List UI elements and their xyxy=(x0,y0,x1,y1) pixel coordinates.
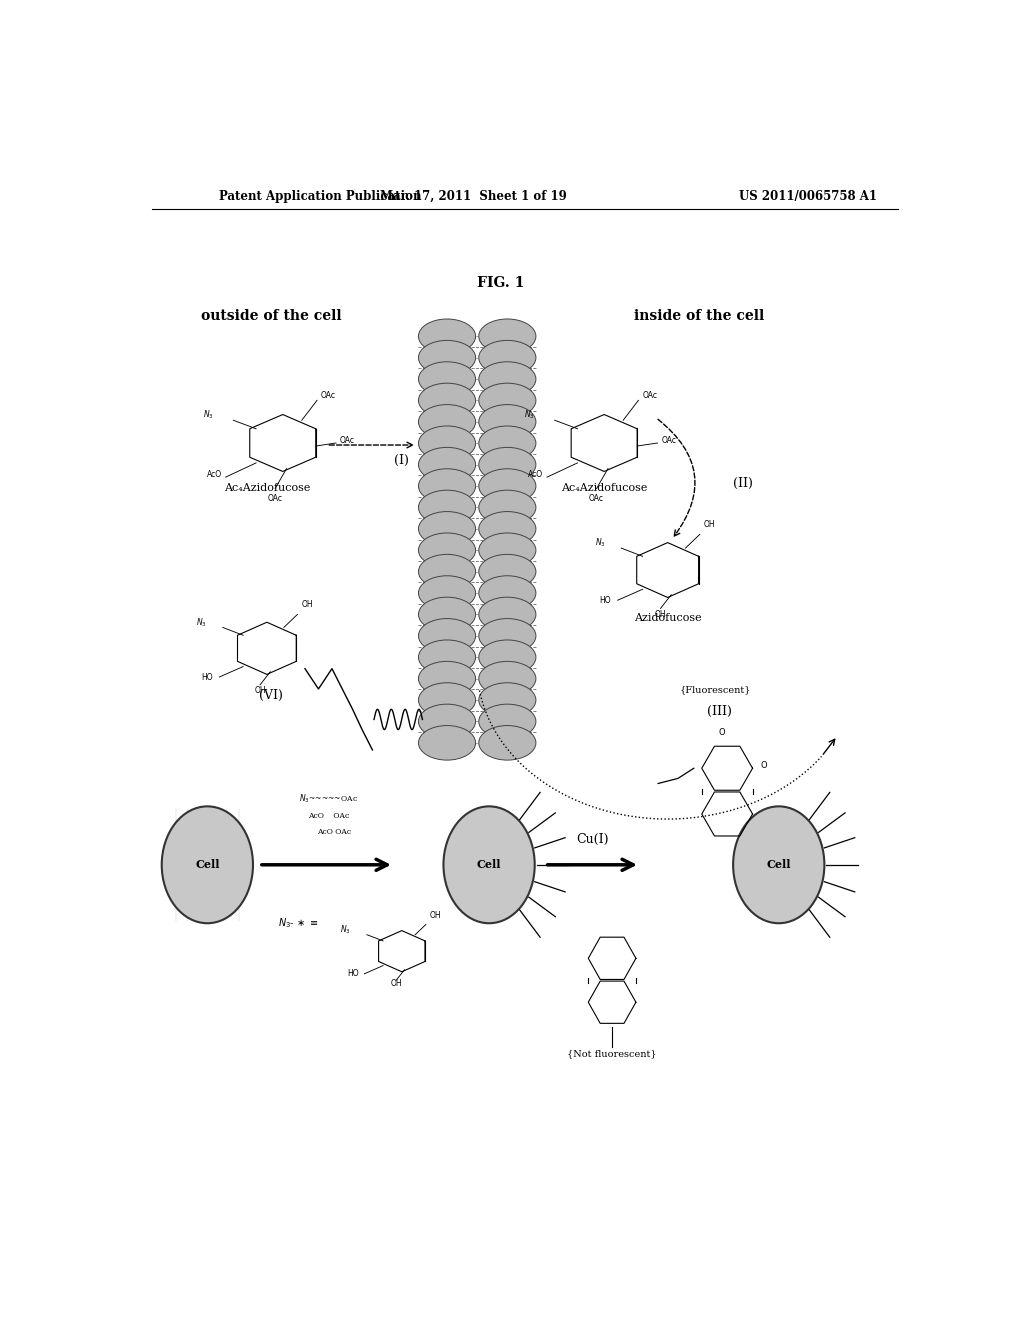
Ellipse shape xyxy=(419,383,475,417)
Text: OH: OH xyxy=(430,911,441,920)
Text: $N_3$: $N_3$ xyxy=(203,409,213,421)
Ellipse shape xyxy=(479,490,536,525)
Text: Ac₄Azidofucose: Ac₄Azidofucose xyxy=(223,483,310,492)
Text: $N_3$: $N_3$ xyxy=(524,409,535,421)
Ellipse shape xyxy=(479,319,536,354)
Text: inside of the cell: inside of the cell xyxy=(634,309,765,323)
Text: AcO: AcO xyxy=(528,470,543,479)
Text: {Fluorescent}: {Fluorescent} xyxy=(680,685,751,694)
Ellipse shape xyxy=(479,576,536,610)
Text: OH: OH xyxy=(254,685,266,694)
Ellipse shape xyxy=(419,426,475,461)
Text: FIG. 1: FIG. 1 xyxy=(477,276,524,290)
Text: OAc: OAc xyxy=(662,436,677,445)
Ellipse shape xyxy=(419,469,475,503)
Text: $N_3$~~~~~OAc: $N_3$~~~~~OAc xyxy=(299,792,358,805)
Text: $N_3$- $\ast$ $\equiv$: $N_3$- $\ast$ $\equiv$ xyxy=(279,916,318,929)
Ellipse shape xyxy=(419,341,475,375)
Text: OH: OH xyxy=(654,610,667,619)
Text: outside of the cell: outside of the cell xyxy=(201,309,341,323)
Ellipse shape xyxy=(479,726,536,760)
Text: Cell: Cell xyxy=(477,859,502,870)
Text: AcO: AcO xyxy=(207,470,221,479)
Ellipse shape xyxy=(419,704,475,739)
Text: OAc: OAc xyxy=(589,494,604,503)
Ellipse shape xyxy=(419,619,475,653)
Text: Cell: Cell xyxy=(767,859,791,870)
Text: HO: HO xyxy=(347,969,359,978)
Ellipse shape xyxy=(479,469,536,503)
Ellipse shape xyxy=(479,682,536,717)
Text: AcO    OAc: AcO OAc xyxy=(308,812,349,820)
Ellipse shape xyxy=(443,807,535,923)
Text: Mar. 17, 2011  Sheet 1 of 19: Mar. 17, 2011 Sheet 1 of 19 xyxy=(380,190,566,202)
Text: OH: OH xyxy=(301,601,313,609)
Text: HO: HO xyxy=(599,595,610,605)
Text: OAc: OAc xyxy=(321,391,336,400)
Ellipse shape xyxy=(479,426,536,461)
Ellipse shape xyxy=(162,807,253,923)
Ellipse shape xyxy=(479,704,536,739)
Ellipse shape xyxy=(479,405,536,440)
Ellipse shape xyxy=(419,405,475,440)
Text: Ac₄Azidofucose: Ac₄Azidofucose xyxy=(561,483,647,492)
Ellipse shape xyxy=(479,661,536,696)
Ellipse shape xyxy=(479,362,536,396)
Ellipse shape xyxy=(419,554,475,589)
Ellipse shape xyxy=(479,597,536,632)
Text: Azidofucose: Azidofucose xyxy=(634,612,701,623)
Text: (I): (I) xyxy=(394,454,410,467)
Ellipse shape xyxy=(479,640,536,675)
Text: O: O xyxy=(719,727,725,737)
Ellipse shape xyxy=(479,341,536,375)
Text: OH: OH xyxy=(703,520,716,529)
Ellipse shape xyxy=(419,726,475,760)
Ellipse shape xyxy=(419,640,475,675)
Text: OAc: OAc xyxy=(340,436,355,445)
Text: (III): (III) xyxy=(707,705,732,718)
Ellipse shape xyxy=(479,533,536,568)
Ellipse shape xyxy=(419,447,475,482)
Ellipse shape xyxy=(419,597,475,632)
Ellipse shape xyxy=(419,512,475,546)
Ellipse shape xyxy=(479,447,536,482)
Ellipse shape xyxy=(479,554,536,589)
Ellipse shape xyxy=(419,682,475,717)
Text: $N_3$: $N_3$ xyxy=(340,924,351,936)
Text: $N_3$: $N_3$ xyxy=(595,537,605,549)
Text: (II): (II) xyxy=(733,477,753,490)
Text: AcO OAc: AcO OAc xyxy=(317,828,351,837)
Ellipse shape xyxy=(419,533,475,568)
Ellipse shape xyxy=(479,619,536,653)
Text: OAc: OAc xyxy=(267,494,283,503)
Ellipse shape xyxy=(419,319,475,354)
Ellipse shape xyxy=(479,512,536,546)
Text: Patent Application Publication: Patent Application Publication xyxy=(219,190,422,202)
Text: O: O xyxy=(761,762,767,771)
Text: Cell: Cell xyxy=(196,859,219,870)
Text: (VI): (VI) xyxy=(259,689,283,701)
Text: OAc: OAc xyxy=(642,391,657,400)
Ellipse shape xyxy=(419,661,475,696)
Text: US 2011/0065758 A1: US 2011/0065758 A1 xyxy=(739,190,878,202)
Ellipse shape xyxy=(419,576,475,610)
Text: OH: OH xyxy=(390,979,402,989)
Text: $N_3$: $N_3$ xyxy=(197,616,207,628)
Text: HO: HO xyxy=(201,673,213,681)
Text: Cu(I): Cu(I) xyxy=(577,833,608,846)
Ellipse shape xyxy=(733,807,824,923)
Ellipse shape xyxy=(419,362,475,396)
Text: {Not fluorescent}: {Not fluorescent} xyxy=(567,1049,657,1059)
Ellipse shape xyxy=(419,490,475,525)
Ellipse shape xyxy=(479,383,536,417)
